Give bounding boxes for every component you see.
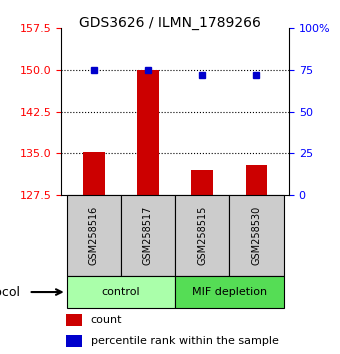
Bar — [66, 314, 82, 326]
Text: count: count — [91, 315, 122, 325]
Text: MIF depletion: MIF depletion — [192, 287, 267, 297]
Bar — [191, 170, 213, 195]
Bar — [230, 195, 284, 276]
Bar — [121, 195, 175, 276]
Text: GSM258515: GSM258515 — [197, 206, 207, 265]
Text: percentile rank within the sample: percentile rank within the sample — [91, 336, 279, 346]
Text: GDS3626 / ILMN_1789266: GDS3626 / ILMN_1789266 — [79, 16, 261, 30]
Bar — [175, 195, 230, 276]
Text: GSM258516: GSM258516 — [89, 206, 99, 265]
Bar — [175, 276, 284, 308]
Bar — [137, 70, 159, 195]
Text: GSM258530: GSM258530 — [252, 206, 261, 265]
Text: control: control — [102, 287, 140, 297]
Bar — [83, 152, 105, 195]
Bar — [67, 195, 121, 276]
Text: protocol: protocol — [0, 286, 20, 298]
Bar — [66, 335, 82, 347]
Bar — [245, 165, 267, 195]
Bar — [67, 276, 175, 308]
Text: GSM258517: GSM258517 — [143, 206, 153, 265]
